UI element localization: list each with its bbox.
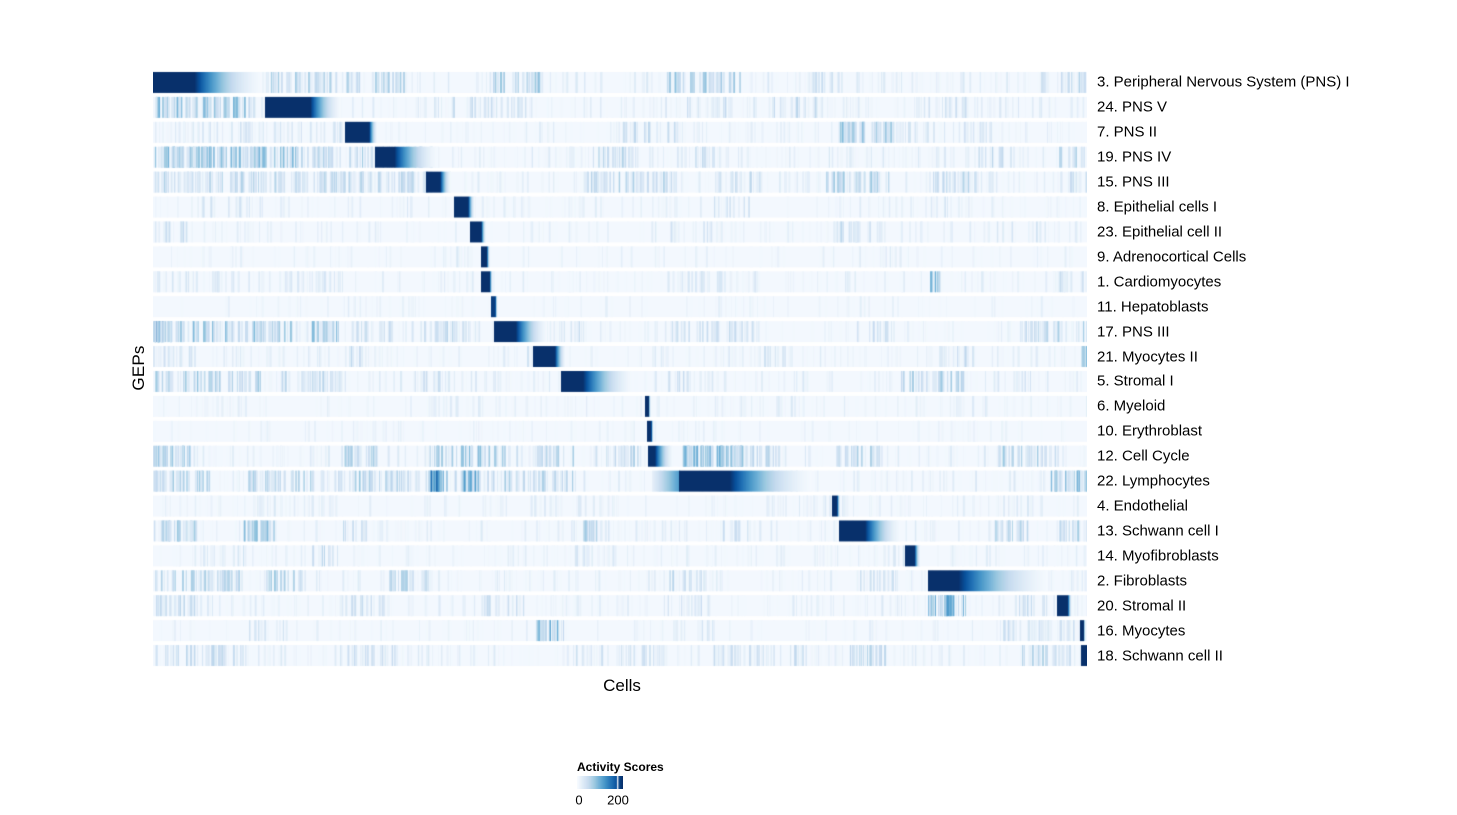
row-label: 17. PNS III — [1097, 323, 1170, 341]
row-label: 18. Schwann cell II — [1097, 647, 1223, 665]
row-label: 3. Peripheral Nervous System (PNS) I — [1097, 73, 1350, 91]
row-label: 23. Epithelial cell II — [1097, 223, 1223, 241]
row-label: 22. Lymphocytes — [1097, 472, 1210, 490]
heatmap-canvas — [153, 70, 1087, 668]
row-label: 7. PNS II — [1097, 123, 1158, 141]
row-label: 24. PNS V — [1097, 98, 1168, 116]
legend-gradient-bar — [577, 776, 623, 789]
row-label: 9. Adrenocortical Cells — [1097, 248, 1247, 266]
legend-tick-min: 0 — [575, 792, 583, 808]
row-label: 5. Stromal I — [1097, 372, 1174, 390]
row-label: 8. Epithelial cells I — [1097, 198, 1218, 216]
row-labels: 3. Peripheral Nervous System (PNS) I 24. … — [1097, 70, 1452, 668]
row-label: 19. PNS IV — [1097, 148, 1172, 166]
row-label: 2. Fibroblasts — [1097, 572, 1188, 590]
row-label: 14. Myofibroblasts — [1097, 547, 1219, 565]
legend-title: Activity Scores — [577, 760, 664, 774]
row-label: 16. Myocytes — [1097, 622, 1186, 640]
row-label: 13. Schwann cell I — [1097, 522, 1219, 540]
row-label: 11. Hepatoblasts — [1097, 298, 1209, 316]
legend-tick-max: 200 — [607, 792, 629, 808]
row-label: 4. Endothelial — [1097, 497, 1188, 515]
y-axis-label: GEPs — [129, 345, 148, 391]
row-label: 21. Myocytes II — [1097, 348, 1198, 366]
row-label: 15. PNS III — [1097, 173, 1170, 191]
row-label: 1. Cardiomyocytes — [1097, 273, 1222, 291]
row-label: 12. Cell Cycle — [1097, 447, 1190, 465]
row-label: 20. Stromal II — [1097, 597, 1187, 615]
x-axis-label: Cells — [603, 676, 641, 695]
row-label: 10. Erythroblast — [1097, 422, 1203, 440]
row-label: 6. Myeloid — [1097, 397, 1166, 415]
